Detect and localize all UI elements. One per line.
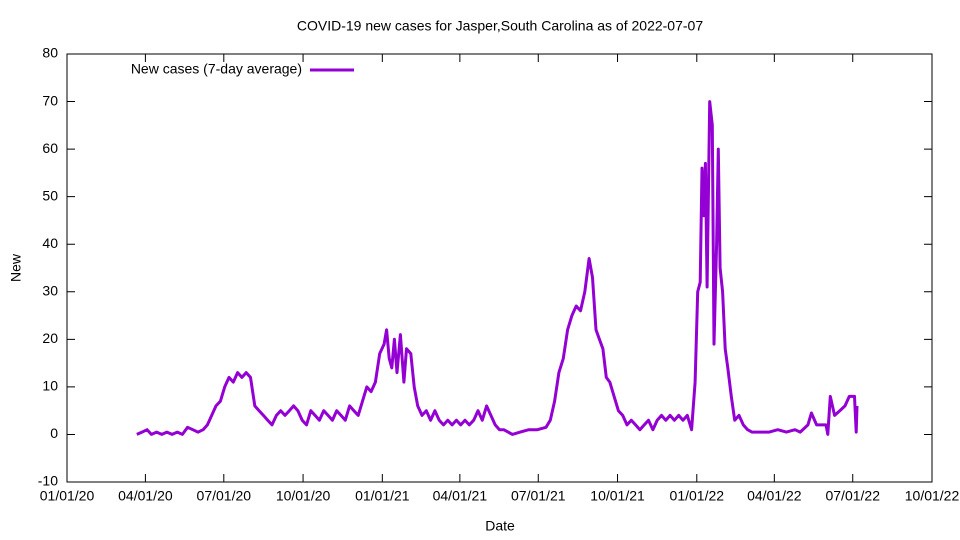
y-tick-label: 0 [50,425,58,441]
y-tick-label: 50 [42,187,58,203]
y-tick-label: 30 [42,282,58,298]
chart-title: COVID-19 new cases for Jasper,South Caro… [297,18,703,34]
x-tick-label: 10/01/21 [590,488,645,504]
legend-label: New cases (7-day average) [131,61,302,77]
y-tick-label: 80 [42,45,58,61]
y-tick-label: -10 [38,473,58,489]
x-axis-label: Date [485,518,515,534]
x-tick-label: 07/01/21 [511,488,566,504]
plot-frame [66,53,933,483]
y-tick-label: 40 [42,235,58,251]
x-tick-label: 04/01/21 [433,488,488,504]
x-tick-label: 07/01/20 [197,488,252,504]
series-line [136,100,859,436]
x-tick-label: 07/01/22 [825,488,880,504]
y-tick-label: 10 [42,378,58,394]
x-tick-label: 10/01/20 [276,488,331,504]
y-tick-label: 60 [42,140,58,156]
y-tick-label: 70 [42,92,58,108]
x-tick-label: 01/01/20 [40,488,95,504]
x-tick-label: 01/01/22 [670,488,725,504]
x-tick-label: 04/01/22 [747,488,802,504]
x-tick-label: 04/01/20 [118,488,173,504]
x-tick-label: 01/01/21 [355,488,410,504]
y-axis-label: New [8,253,24,282]
y-tick-label: 20 [42,330,58,346]
x-tick-label: 10/01/22 [905,488,960,504]
